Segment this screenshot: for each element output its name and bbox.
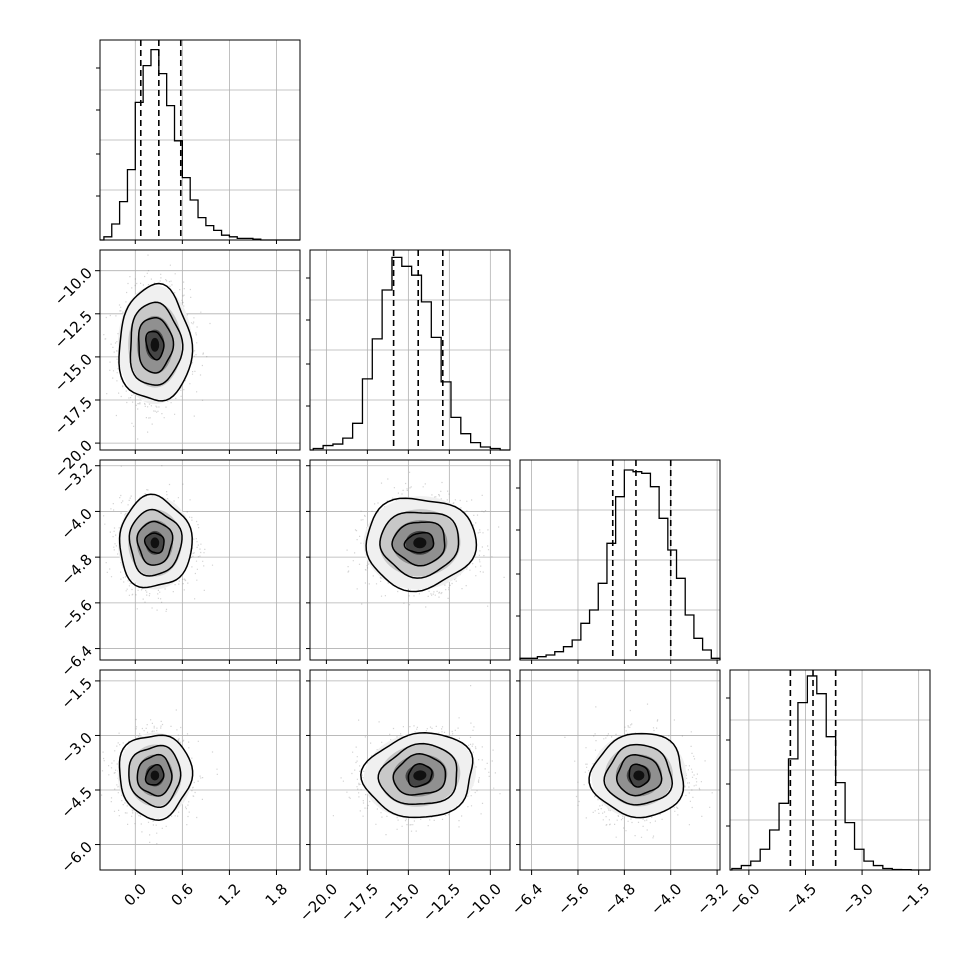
- y-axis-row-1: −20.0−17.5−15.0−12.5−10.0: [51, 264, 100, 482]
- contour-line-2: [136, 520, 174, 566]
- ytick-label: −17.5: [51, 393, 96, 438]
- density-frame-2-0: [99, 459, 301, 661]
- xtick-label: −17.5: [337, 880, 382, 925]
- contour-line-1: [379, 511, 460, 579]
- contour-line-1: [128, 508, 183, 577]
- contour-line-0: [365, 497, 478, 593]
- density-frame-3-0: [99, 669, 301, 871]
- density-frame-2-1: [309, 459, 511, 661]
- ytick-label: −15.0: [51, 350, 96, 395]
- contour-line-1: [128, 744, 182, 809]
- density-level-4: [413, 770, 427, 781]
- x-axis-col-3: −6.0 −4.5 −3.0 −1.5: [725, 870, 933, 919]
- xtick-label: −4.8: [601, 880, 639, 918]
- y-axis-row-2: −6.4−5.6−4.8−4.0−3.2: [58, 459, 100, 680]
- ytick-label: −4.5: [58, 783, 96, 821]
- histogram-step-3: [730, 675, 930, 871]
- contour-line-1: [377, 742, 458, 805]
- xtick-label: −4.0: [647, 880, 685, 918]
- xtick-label: −20.0: [296, 880, 341, 925]
- xtick-label: 1.8: [262, 880, 292, 910]
- ytick-label: −4.8: [58, 550, 96, 588]
- histogram-frame-0: [99, 39, 301, 241]
- x-axis-col-1: −20.0−17.5−15.0−12.5−10.0: [296, 870, 505, 925]
- x-axis-col-2: −6.4 −5.6 −4.8 −4.0 −3.2: [508, 870, 732, 919]
- xtick-label: −3.2: [693, 880, 731, 918]
- contour-line-0: [118, 734, 194, 821]
- xtick-label: 0.0: [120, 880, 150, 910]
- ytick-label: −6.4: [58, 642, 96, 680]
- density-level-4: [150, 537, 160, 549]
- xtick-label: −10.0: [460, 880, 505, 925]
- density-frame-1-0: [99, 249, 301, 451]
- density-frame-3-1: [309, 669, 511, 871]
- contour-line-2: [391, 521, 446, 567]
- contour-line-3: [407, 763, 433, 788]
- ytick-label: −1.5: [58, 674, 96, 712]
- contour-line-1: [129, 301, 184, 386]
- density-frame-3-2: [519, 669, 721, 871]
- ytick-label: −6.0: [58, 838, 96, 876]
- contour-line-3: [143, 532, 165, 554]
- histogram-panel-1: [306, 249, 511, 451]
- histogram-panel-0: [96, 39, 301, 241]
- contour-line-3: [628, 763, 650, 788]
- histogram-step-1: [310, 256, 510, 451]
- density-level-4: [633, 770, 645, 781]
- density-level-4: [150, 337, 160, 352]
- xtick-label: −6.0: [725, 880, 763, 918]
- density-panel-2-1: [309, 459, 511, 661]
- contour-line-0: [360, 732, 474, 819]
- density-panel-3-0: [99, 669, 301, 871]
- histogram-step-0: [100, 48, 300, 241]
- density-level-4: [413, 537, 427, 549]
- x-axis-col-0: 0.0 0.6 1.2 1.8: [120, 870, 291, 910]
- contour-line-2: [137, 317, 175, 374]
- histogram-frame-3: [729, 669, 931, 871]
- xtick-label: −15.0: [378, 880, 423, 925]
- xtick-label: 1.2: [215, 880, 245, 910]
- y-axis-row-3: −6.0 −4.5 −3.0 −1.5: [58, 674, 100, 876]
- ytick-label: −4.0: [58, 505, 96, 543]
- density-panel-1-0: [99, 249, 301, 451]
- ytick-label: −10.0: [51, 264, 96, 309]
- ytick-label: −12.5: [51, 307, 96, 352]
- density-panel-3-2: [519, 669, 721, 871]
- ytick-label: −3.0: [58, 729, 96, 767]
- ytick-label: −5.6: [58, 596, 96, 634]
- contour-line-2: [136, 753, 173, 797]
- histogram-panel-2: [516, 459, 721, 661]
- histogram-frame-1: [309, 249, 511, 451]
- contour-line-2: [392, 753, 447, 796]
- xtick-label: −3.0: [838, 880, 876, 918]
- histogram-panel-3: [726, 669, 931, 871]
- density-panel-2-0: [99, 459, 301, 661]
- histogram-step-2: [519, 469, 721, 660]
- contour-line-3: [144, 763, 165, 786]
- contour-line-0: [118, 282, 194, 402]
- density-level-4: [150, 770, 160, 781]
- contour-line-1: [603, 743, 674, 806]
- density-panel-3-1: [309, 669, 511, 871]
- xtick-label: −12.5: [419, 880, 464, 925]
- xtick-label: −4.5: [782, 880, 820, 918]
- xtick-label: −6.4: [508, 880, 546, 918]
- contour-line-3: [403, 531, 435, 554]
- xtick-label: −1.5: [895, 880, 933, 918]
- contour-line-0: [118, 493, 193, 589]
- histogram-frame-2: [519, 459, 721, 661]
- contour-line-2: [615, 754, 663, 797]
- contour-line-3: [145, 330, 165, 361]
- xtick-label: −5.6: [554, 880, 592, 918]
- xtick-label: 0.6: [168, 880, 198, 910]
- contour-line-0: [588, 732, 685, 819]
